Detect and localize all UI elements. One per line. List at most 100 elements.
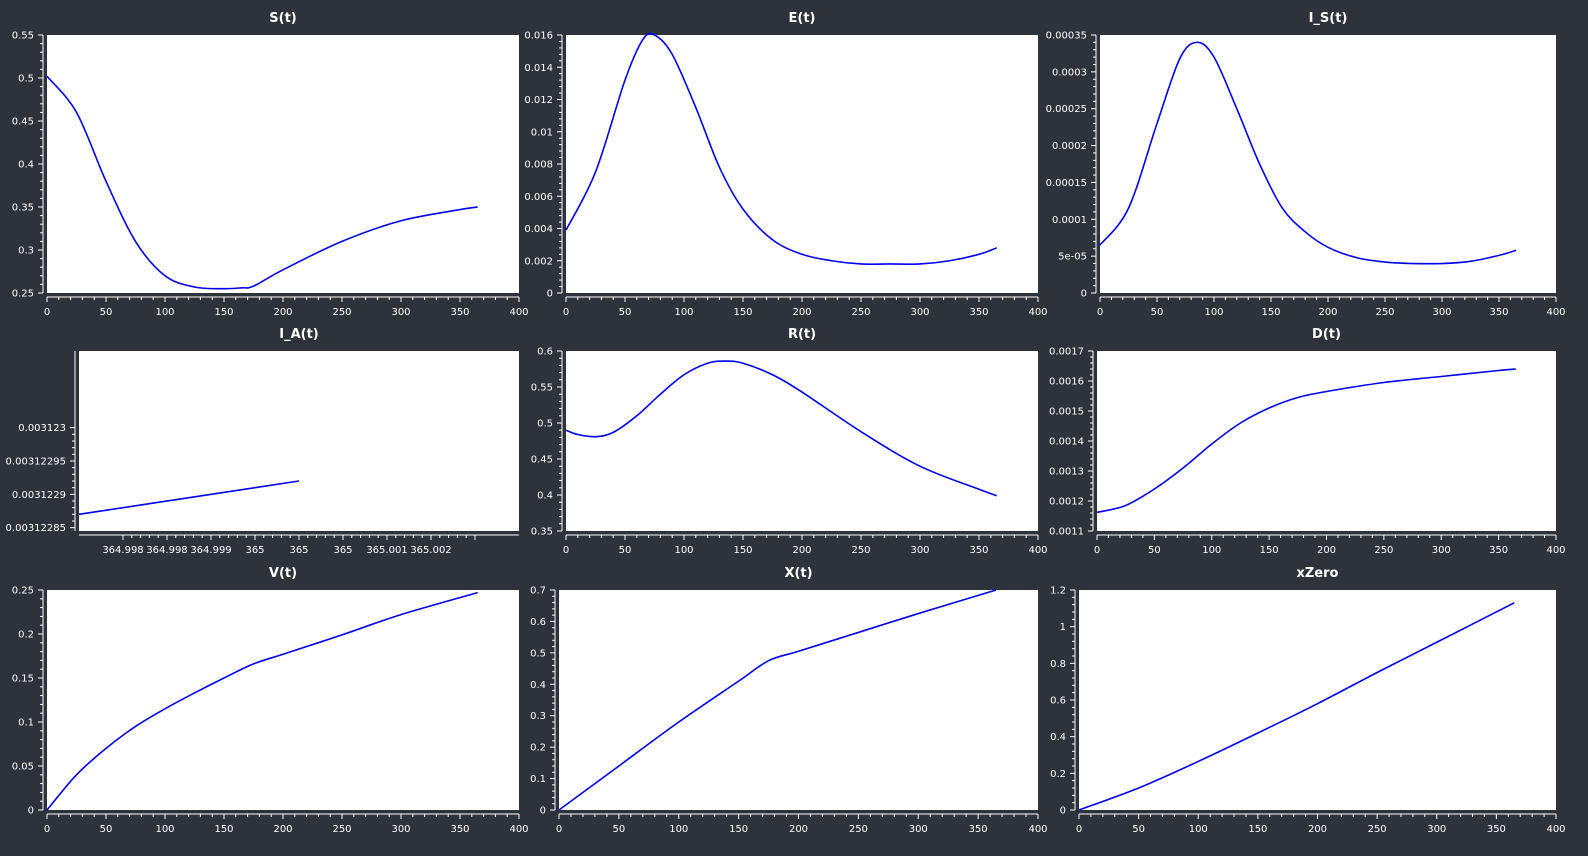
x-tick-label: 0 (563, 307, 569, 318)
x-tick-label: 150 (729, 824, 748, 835)
x-tick-label: 350 (450, 307, 469, 318)
x-tick-label: 0 (44, 824, 50, 835)
x-tick-label: 150 (1248, 824, 1267, 835)
x-tick-label: 100 (669, 824, 688, 835)
x-tick-label: 400 (509, 307, 528, 318)
y-tick-label: 0.6 (537, 347, 553, 358)
chart-title: D(t) (1312, 327, 1341, 342)
y-tick-label: 0.008 (524, 160, 553, 171)
y-tick-label: 0.5 (530, 648, 546, 659)
y-tick-label: 0 (1060, 806, 1066, 817)
y-tick-label: 0.6 (530, 617, 546, 628)
y-tick-label: 0.00015 (1046, 178, 1087, 189)
x-tick-label: 50 (613, 824, 626, 835)
series-line (565, 32, 997, 266)
x-tick-label: 200 (273, 824, 292, 835)
x-tick-label: 400 (1546, 545, 1565, 556)
x-tick-label: 150 (214, 824, 233, 835)
y-tick-label: 0.00312295 (6, 457, 66, 468)
x-tick-label: 300 (910, 307, 929, 318)
x-tick-label: 0 (1097, 307, 1103, 318)
y-tick-label: 0.1 (530, 774, 546, 785)
y-tick-label: 0.8 (1050, 659, 1066, 670)
x-tick-label: 50 (100, 824, 113, 835)
y-tick-label: 0.7 (530, 586, 546, 597)
x-tick-label: 50 (100, 307, 113, 318)
x-tick-label: 50 (619, 307, 632, 318)
x-tick-label: 300 (910, 545, 929, 556)
x-tick-label: 100 (155, 307, 174, 318)
x-tick-label: 250 (1368, 824, 1387, 835)
x-tick-label: 0 (1094, 545, 1100, 556)
x-tick-label: 250 (849, 824, 868, 835)
x-tick-label: 100 (674, 307, 693, 318)
y-tick-label: 0.4 (537, 491, 553, 502)
y-tick-label: 0.0014 (1049, 437, 1084, 448)
x-tick-label: 50 (1132, 824, 1145, 835)
series-line (46, 75, 478, 290)
y-tick-label: 0.006 (524, 192, 553, 203)
x-tick-label: 400 (1028, 824, 1047, 835)
plot-area (566, 35, 1038, 293)
y-tick-label: 1 (1060, 622, 1066, 633)
series-line (558, 589, 997, 811)
y-tick-label: 0.45 (12, 117, 34, 128)
x-tick-label: 100 (155, 824, 174, 835)
x-tick-label: 350 (969, 545, 988, 556)
y-tick-label: 0.45 (531, 455, 553, 466)
y-tick-label: 0 (540, 806, 546, 817)
x-tick-label: 365 (333, 545, 352, 556)
x-tick-label: 300 (1432, 545, 1451, 556)
y-tick-label: 0.15 (12, 674, 34, 685)
y-tick-label: 0 (28, 806, 34, 817)
x-tick-label: 250 (1374, 545, 1393, 556)
y-tick-label: 0.0001 (1052, 215, 1087, 226)
x-tick-label: 100 (674, 545, 693, 556)
x-tick-label: 100 (1189, 824, 1208, 835)
x-tick-label: 365.001 (366, 545, 407, 556)
chart-title: S(t) (269, 11, 297, 26)
y-tick-label: 0.5 (537, 419, 553, 430)
y-tick-label: 0 (1081, 289, 1087, 300)
x-tick-label: 350 (969, 307, 988, 318)
x-tick-label: 0 (556, 824, 562, 835)
x-tick-label: 200 (792, 307, 811, 318)
y-tick-label: 0.55 (531, 383, 553, 394)
y-tick-label: 5e-05 (1058, 252, 1087, 263)
y-tick-label: 0.0016 (1049, 377, 1084, 388)
x-tick-label: 364.998 (102, 545, 143, 556)
x-tick-label: 350 (969, 824, 988, 835)
x-tick-label: 200 (1318, 307, 1337, 318)
x-tick-label: 0 (1076, 824, 1082, 835)
y-tick-label: 0.0013 (1049, 467, 1084, 478)
x-tick-label: 250 (851, 545, 870, 556)
x-tick-label: 150 (733, 545, 752, 556)
y-tick-label: 0.25 (12, 586, 34, 597)
x-tick-label: 0 (44, 307, 50, 318)
chart-title: X(t) (784, 566, 813, 581)
x-tick-label: 400 (1546, 824, 1565, 835)
y-tick-label: 0.3 (18, 246, 34, 257)
y-tick-label: 0.0011 (1049, 527, 1084, 538)
chart-title: R(t) (787, 327, 817, 342)
chart-title: I_A(t) (279, 327, 319, 342)
x-tick-label: 400 (1546, 307, 1565, 318)
y-tick-label: 0.1 (18, 718, 34, 729)
x-tick-label: 400 (1028, 307, 1047, 318)
x-tick-label: 250 (332, 824, 351, 835)
x-tick-label: 300 (1427, 824, 1446, 835)
x-tick-label: 365.002 (410, 545, 451, 556)
x-tick-label: 350 (1489, 307, 1508, 318)
series-line (78, 480, 300, 516)
x-tick-label: 250 (851, 307, 870, 318)
y-tick-label: 0.4 (18, 160, 34, 171)
y-tick-label: 0.35 (531, 527, 553, 538)
